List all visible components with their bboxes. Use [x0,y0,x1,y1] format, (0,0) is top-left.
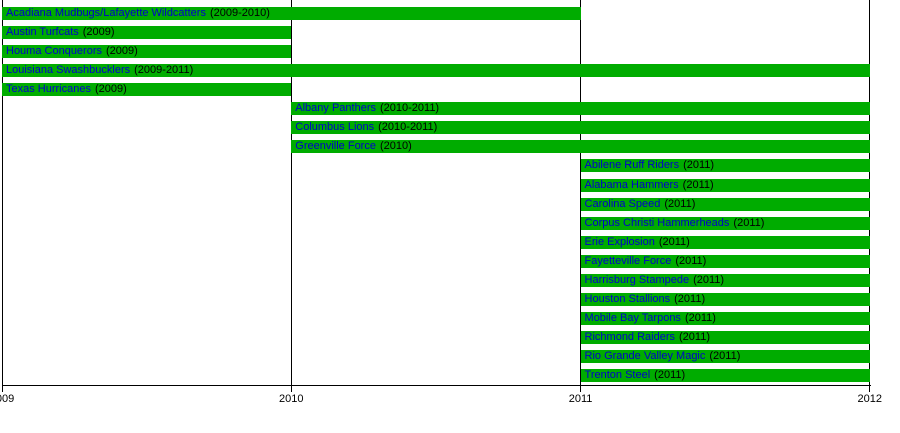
x-axis-tick-label: 2009 [0,393,15,405]
team-years: (2011) [658,235,690,248]
team-years: (2011) [674,292,706,305]
team-link[interactable]: Texas Hurricanes [6,83,91,96]
team-years: (2011) [682,178,714,191]
team-link[interactable]: Mobile Bay Tarpons [584,311,681,324]
team-years: (2011) [664,197,696,210]
team-bar: Trenton Steel (2011) [580,369,870,383]
x-axis-tick-label: 2011 [568,393,593,405]
team-link[interactable]: Austin Turfcats [6,26,79,39]
team-bar: Greenville Force (2010) [291,140,870,154]
team-years: (2010) [379,140,412,153]
team-years: (2011) [654,369,686,382]
team-years: (2011) [693,273,725,286]
x-axis-tick [580,385,582,392]
team-years: (2011) [683,159,715,172]
team-link[interactable]: Fayetteville Force [584,254,672,267]
x-axis-line [2,385,871,386]
team-years: (2011) [709,350,741,363]
team-link[interactable]: Alabama Hammers [584,178,679,191]
team-bar: Richmond Raiders (2011) [580,331,870,345]
team-link[interactable]: Richmond Raiders [584,331,676,344]
team-link[interactable]: Albany Panthers [295,102,376,115]
team-bar: Albany Panthers (2010-2011) [291,102,870,116]
team-link[interactable]: Houma Conquerors [6,45,102,58]
team-years: (2010-2011) [378,121,438,134]
team-bar: Acadiana Mudbugs/Lafayette Wildcatters (2… [2,7,581,20]
team-years: (2011) [675,254,707,267]
team-bar: Mobile Bay Tarpons (2011) [580,311,870,325]
team-bar: Erie Explosion (2011) [580,235,870,249]
team-years: (2009-2010) [209,7,270,19]
team-years: (2011) [684,311,716,324]
team-link[interactable]: Corpus Christi Hammerheads [584,216,730,229]
team-bar: Louisiana Swashbucklers (2009-2011) [2,64,870,78]
team-bar: Houma Conquerors (2009) [2,45,292,59]
team-years: (2010-2011) [379,102,440,115]
team-link[interactable]: Trenton Steel [584,369,651,382]
team-years: (2009-2011) [134,64,194,77]
team-link[interactable]: Harrisburg Stampede [584,273,690,286]
x-axis-tick [869,385,871,392]
team-bar: Harrisburg Stampede (2011) [580,273,870,287]
team-bar: Rio Grande Valley Magic (2011) [580,350,870,364]
team-bar: Houston Stallions (2011) [580,292,870,306]
team-link[interactable]: Rio Grande Valley Magic [584,350,706,363]
team-link[interactable]: Abilene Ruff Riders [584,159,680,172]
team-link[interactable]: Louisiana Swashbucklers [6,64,131,77]
team-link[interactable]: Acadiana Mudbugs/Lafayette Wildcatters [6,7,206,19]
team-link[interactable]: Erie Explosion [584,235,655,248]
x-axis-tick-label: 2012 [857,393,883,405]
team-bar: Texas Hurricanes (2009) [2,83,292,97]
team-bar: Alabama Hammers (2011) [580,178,870,192]
team-years: (2009) [106,45,138,58]
year-gridline [1,0,3,385]
team-bar: Fayetteville Force (2011) [580,254,870,268]
team-bar: Corpus Christi Hammerheads (2011) [580,216,870,230]
team-years: (2009) [94,83,127,96]
team-bar: Carolina Speed (2011) [580,197,870,211]
team-years: (2011) [679,331,710,344]
year-gridline [290,0,292,385]
team-bar: Austin Turfcats (2009) [2,26,292,40]
x-axis-tick [290,385,292,392]
team-years: (2009) [82,26,115,39]
team-bar: Abilene Ruff Riders (2011) [580,159,870,173]
year-gridline [869,0,871,385]
team-link[interactable]: Columbus Lions [295,121,375,134]
team-bar: Columbus Lions (2010-2011) [291,121,870,135]
team-years: (2011) [733,216,765,229]
team-link[interactable]: Houston Stallions [584,292,671,305]
x-axis-tick [1,385,3,392]
x-axis-tick-label: 2010 [279,393,304,405]
team-link[interactable]: Greenville Force [295,140,376,153]
year-gridline [580,0,582,385]
team-link[interactable]: Carolina Speed [584,197,661,210]
